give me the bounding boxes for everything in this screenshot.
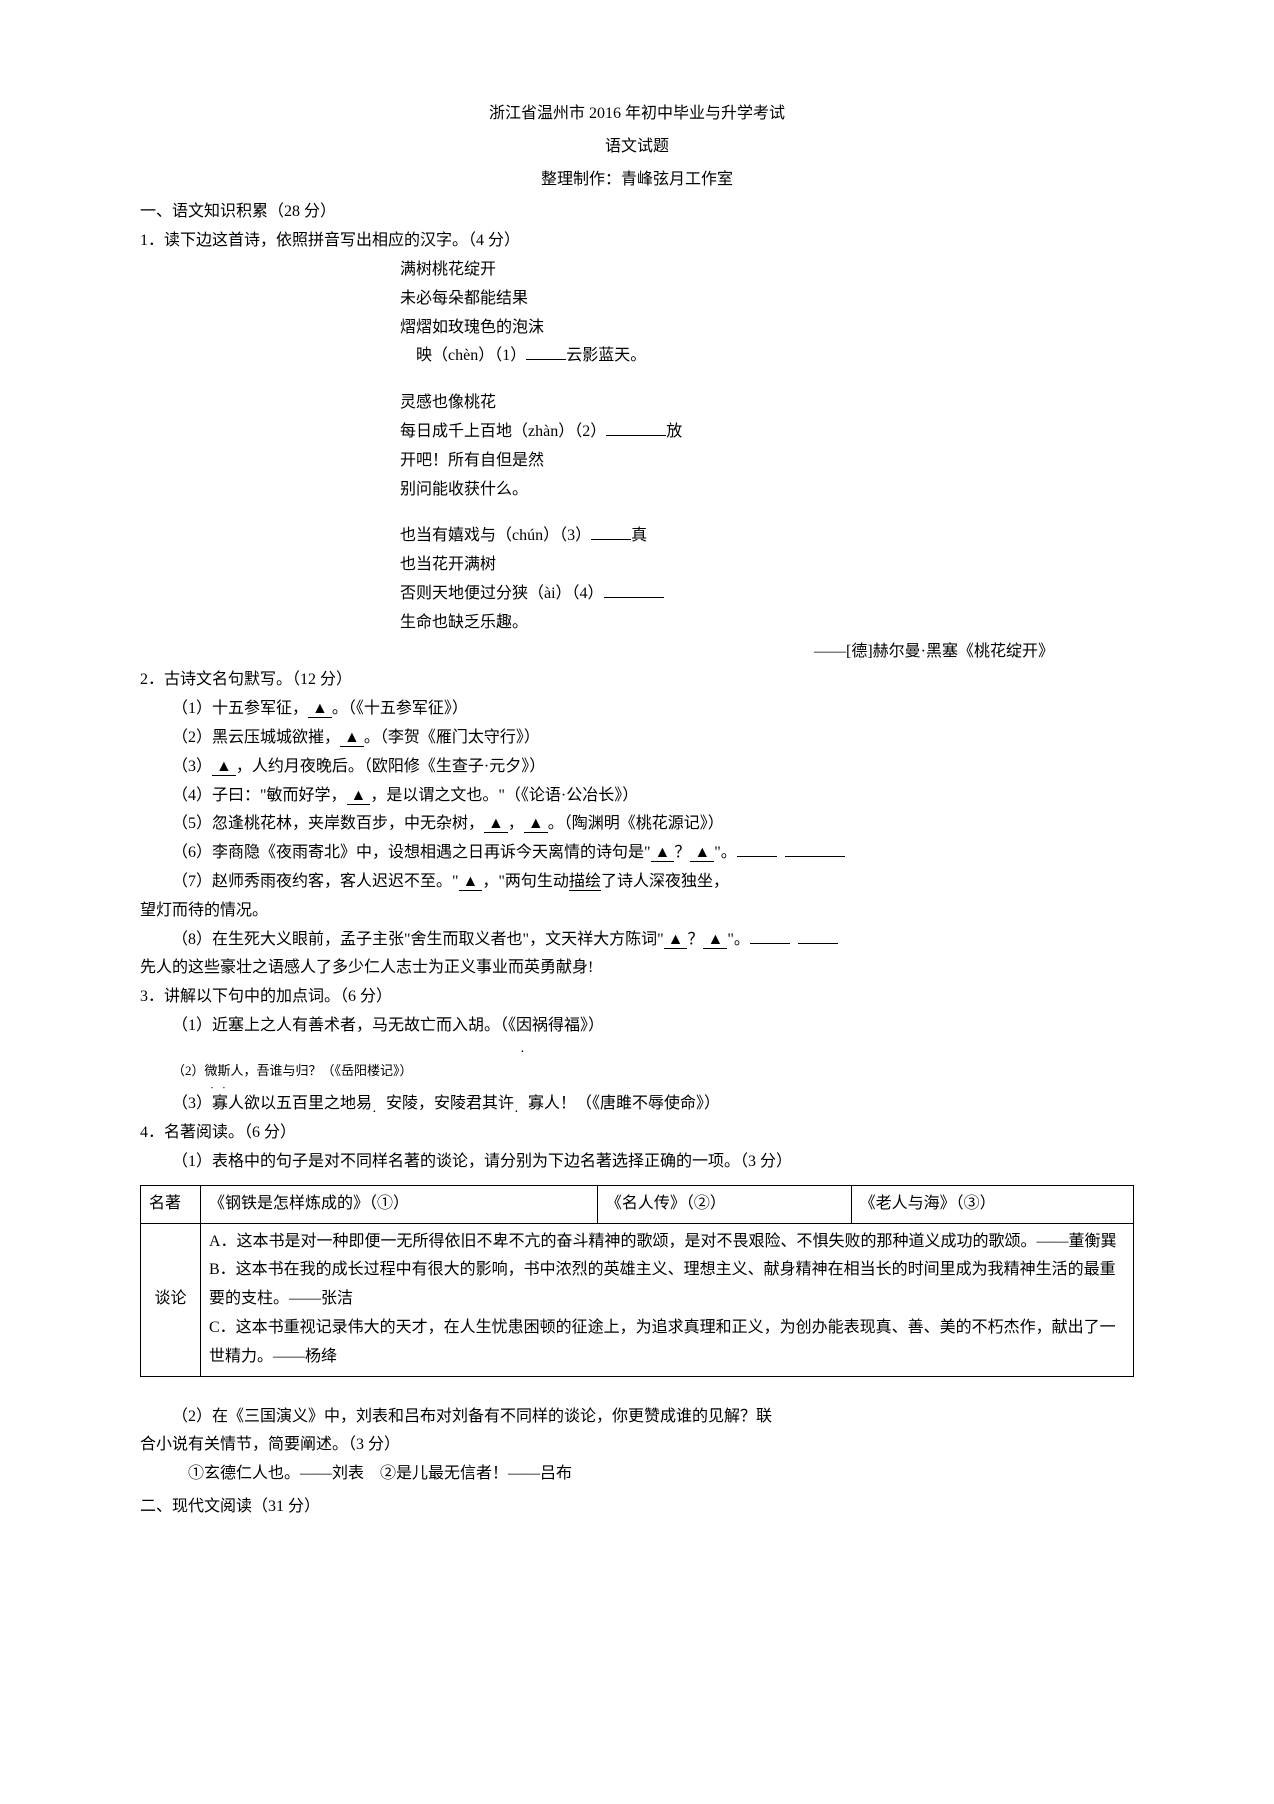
q2-item-8-line2: 先人的这些豪壮之语感人了多少仁人志士为正义事业而英勇献身! [140,954,1134,983]
q4-sub2-line2: 合小说有关情节，简要阐述。（3 分） [140,1431,1134,1460]
option-a: A．这本书是对一种即便一无所得依旧不卑不亢的奋斗精神的歌颂，是对不畏艰险、不惧失… [209,1228,1125,1257]
q2-item-6: （6）李商隐《夜雨寄北》中，设想相遇之日再诉今天离情的诗句是" ▲ ？ ▲ "。 [172,839,1134,868]
option-b: B．这本书在我的成长过程中有很大的影响，书中浓烈的英雄主义、理想主义、献身精神在… [209,1256,1125,1314]
question-4-prompt: 4．名著阅读。（6 分） [140,1119,1134,1148]
section-2-heading: 二、现代文阅读（31 分） [140,1493,1134,1522]
table-options-cell: A．这本书是对一种即便一无所得依旧不卑不亢的奋斗精神的歌颂，是对不畏艰险、不惧失… [201,1223,1134,1376]
poem-line-11: 否则天地便过分狭（ài）（4） [400,580,1134,609]
blank-1 [526,344,566,360]
poem-line-12: 生命也缺乏乐趣。 [400,609,1134,638]
q2-item-8: （8）在生死大义眼前，孟子主张"舍生而取义者也"，文天祥大方陈词" ▲ ？ ▲ … [172,926,1134,955]
book-review-table: 名著 《钢铁是怎样炼成的》（①） 《名人传》（②） 《老人与海》（③） 谈论 A… [140,1185,1134,1377]
table-header-label: 名著 [141,1185,201,1223]
poem-line-10: 也当花开满树 [400,551,1134,580]
q3-item-1-dot: ． [520,1041,1134,1059]
q2-item-7-line2: 望灯而待的情况。 [140,897,1134,926]
q2-item-1: （1）十五参军征， ▲ 。（《十五参军征》） [172,695,1134,724]
poem-line-3: 熠熠如玫瑰色的泡沫 [400,314,1134,343]
table-book-1: 《钢铁是怎样炼成的》（①） [201,1185,598,1223]
poem-line-1: 满树桃花绽开 [400,256,1134,285]
question-3-prompt: 3．讲解以下句中的加点词。（6 分） [140,983,1134,1012]
q2-item-2: （2）黑云压城城欲摧， ▲ 。（李贺《雁门太守行》） [172,724,1134,753]
poem-line-6: 每日成千上百地（zhàn）（2）放 [400,418,1134,447]
exam-subject: 语文试题 [140,133,1134,162]
poem-line-8: 别问能收获什么。 [400,476,1134,505]
poem-line-7: 开吧！所有自但是然 [400,447,1134,476]
poem-line-5: 灵感也像桃花 [400,389,1134,418]
table-book-2: 《名人传》（②） [597,1185,851,1223]
q4-sub2-options: ①玄德仁人也。——刘表 ②是儿最无信者！——吕布 [188,1460,1134,1489]
poem-line-9: 也当有嬉戏与（chún）（3）真 [400,522,1134,551]
blank-3 [591,524,631,540]
q3-item-2: （2）微斯人，吾谁与归？（《岳阳楼记》） [172,1059,1134,1082]
table-row-label: 谈论 [141,1223,201,1376]
q3-item-2-dots: ． ． [210,1082,1134,1090]
q2-item-5: （5）忽逢桃花林，夹岸数百步，中无杂树， ▲ ， ▲ 。（陶渊明《桃花源记》） [172,810,1134,839]
poem-line-4: 映（chèn）（1）云影蓝天。 [400,342,1134,371]
q4-sub2-line1: （2）在《三国演义》中，刘表和吕布对刘备有不同样的谈论，你更赞成谁的见解？联 [140,1403,1134,1432]
option-c: C．这本书重视记录伟大的天才，在人生忧患困顿的征途上，为追求真理和正义，为创办能… [209,1314,1125,1372]
question-1-prompt: 1．读下边这首诗，依照拼音写出相应的汉字。（4 分） [140,227,1134,256]
q2-item-4: （4）子曰："敏而好学， ▲ ，是以谓之文也。"（《论语·公冶长》） [172,782,1134,811]
table-book-3: 《老人与海》（③） [851,1185,1133,1223]
section-1-heading: 一、语文知识积累（28 分） [140,198,1134,227]
q2-item-3: （3） ▲ ，人约月夜晚后。（欧阳修《生查子·元夕》） [172,753,1134,782]
poem-attribution: ——[德]赫尔曼·黑塞《桃花绽开》 [140,638,1054,667]
blank-4 [604,582,664,598]
poem-line-2: 未必每朵都能结果 [400,285,1134,314]
exam-title: 浙江省温州市 2016 年初中毕业与升学考试 [140,100,1134,129]
q3-item-3: （3）寡人欲以五百里之地易． 安陵，安陵君其许． 寡人！（《唐雎不辱使命》） [172,1090,1134,1119]
question-2-prompt: 2．古诗文名句默写。（12 分） [140,666,1134,695]
blank-2 [606,420,666,436]
exam-credit: 整理制作：青峰弦月工作室 [140,166,1134,195]
q3-item-1: （1）近塞上之人有善术者，马无故亡而入胡。（《因祸得福》） [172,1012,1134,1041]
q2-item-7: （7）赵师秀雨夜约客，客人迟迟不至。" ▲ ，"两句生动描绘了诗人深夜独坐， [172,868,1134,897]
q4-sub1: （1）表格中的句子是对不同样名著的谈论，请分别为下边名著选择正确的一项。（3 分… [172,1148,1134,1177]
